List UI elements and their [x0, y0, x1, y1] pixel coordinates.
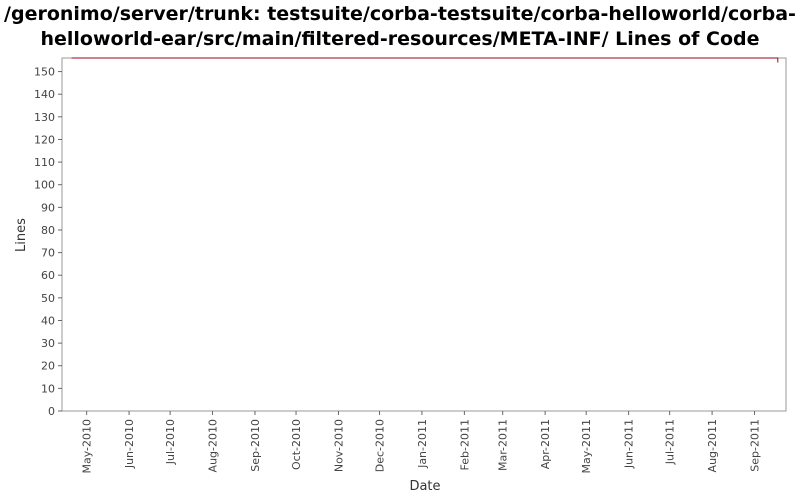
series-line: [71, 57, 779, 63]
chart-title-line-1: /geronimo/server/trunk: testsuite/corba-…: [4, 3, 796, 25]
y-tick-label: 110: [34, 156, 55, 169]
x-tick-label: Jul-2010: [164, 419, 177, 465]
plot-area: [61, 57, 787, 412]
x-tick-label: Sep-2010: [249, 419, 262, 472]
series-group: [71, 57, 779, 63]
x-axis-label: Date: [409, 479, 440, 494]
y-tick-label: 100: [34, 179, 55, 192]
x-axis: May-2010 Jun-2010 Jul-2010 Aug-2010 Sep-2010…: [81, 411, 762, 474]
y-tick-label: 70: [41, 247, 55, 260]
y-tick-label: 40: [41, 314, 55, 327]
y-tick-label: 20: [41, 360, 55, 373]
x-tick-label: Jun-2010: [123, 419, 136, 469]
chart-title: /geronimo/server/trunk: testsuite/corba-…: [0, 2, 800, 52]
chart-title-line-2: helloworld-ear/src/main/filtered-resourc…: [40, 28, 760, 50]
x-tick-label: Nov-2010: [332, 419, 345, 472]
x-tick-label: Oct-2010: [290, 419, 303, 470]
y-tick-label: 140: [34, 88, 55, 101]
x-tick-label: Feb-2011: [458, 419, 471, 470]
x-tick-label: Apr-2011: [539, 419, 552, 469]
y-tick-label: 90: [41, 201, 55, 214]
x-tick-label: Dec-2010: [374, 419, 387, 472]
y-tick-label: 10: [41, 382, 55, 395]
y-tick-label: 30: [41, 337, 55, 350]
y-axis-label: Lines: [14, 218, 29, 252]
x-tick-label: Jan-2011: [416, 419, 429, 469]
x-tick-label: Jul-2011: [664, 419, 677, 465]
x-tick-label: Jun-2011: [623, 419, 636, 469]
y-axis: 0 10 20 30 40 50 60 70 80 90 100 110 120 130 140 150: [34, 66, 62, 418]
x-tick-label: Mar-2011: [497, 419, 510, 471]
x-tick-label: May-2011: [580, 419, 593, 474]
plot-border: [61, 57, 787, 412]
x-tick-label: May-2010: [81, 419, 94, 474]
y-tick-label: 80: [41, 224, 55, 237]
y-tick-label: 130: [34, 111, 55, 124]
x-tick-label: Aug-2011: [706, 419, 719, 472]
y-tick-label: 150: [34, 66, 55, 79]
x-tick-label: Aug-2010: [207, 419, 220, 472]
y-tick-label: 60: [41, 269, 55, 282]
y-tick-label: 50: [41, 292, 55, 305]
y-tick-label: 120: [34, 133, 55, 146]
x-tick-label: Sep-2011: [749, 419, 762, 472]
y-tick-label: 0: [48, 405, 55, 418]
